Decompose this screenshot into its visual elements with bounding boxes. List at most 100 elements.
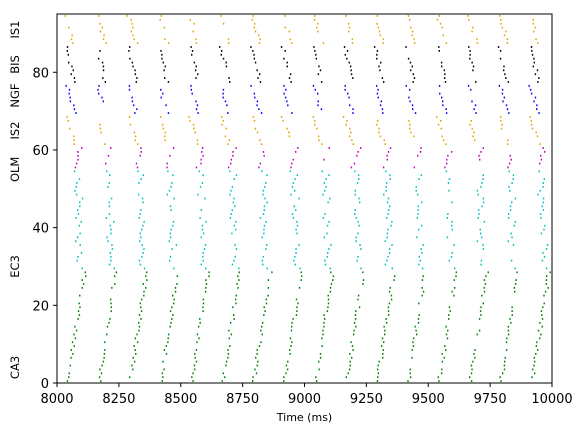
spike-ngf xyxy=(260,112,263,114)
spike-ca3 xyxy=(197,325,200,328)
spike-is1 xyxy=(253,26,256,29)
spike-olm xyxy=(195,166,198,169)
spike-ca3 xyxy=(478,318,481,320)
spike-ngf xyxy=(445,108,447,111)
spike-ca3 xyxy=(75,329,78,332)
spike-ec3 xyxy=(171,248,173,250)
spike-ec3 xyxy=(543,228,545,231)
spike-olm xyxy=(417,154,419,157)
spike-ec3 xyxy=(142,174,145,177)
spike-bis xyxy=(538,77,540,79)
spike-is2 xyxy=(471,127,473,130)
spike-ca3 xyxy=(289,352,291,355)
spike-ngf xyxy=(445,112,448,114)
spike-is2 xyxy=(500,119,502,122)
spike-ec3 xyxy=(265,220,267,223)
spike-ec3 xyxy=(262,263,264,266)
spike-ec3 xyxy=(292,182,295,184)
spike-ca3 xyxy=(543,294,545,297)
spike-ca3 xyxy=(82,283,85,285)
spike-bis xyxy=(66,50,69,52)
spike-olm xyxy=(543,150,546,153)
spike-ec3 xyxy=(477,217,480,219)
spike-ca3 xyxy=(176,275,179,278)
spike-olm xyxy=(482,147,484,149)
spike-ca3 xyxy=(167,337,169,340)
spike-bis xyxy=(382,81,385,83)
spike-ec3 xyxy=(137,193,140,196)
spike-bis xyxy=(531,50,533,52)
spike-ca3 xyxy=(541,314,543,316)
spike-is2 xyxy=(288,135,291,138)
spike-bis xyxy=(350,69,352,72)
spike-is1 xyxy=(535,38,537,41)
spike-is1 xyxy=(506,38,509,41)
spike-ec3 xyxy=(384,263,387,266)
spike-ec3 xyxy=(330,244,332,247)
spike-ca3 xyxy=(208,275,210,278)
spike-ec3 xyxy=(202,259,205,262)
spike-ngf xyxy=(473,108,475,111)
spike-ngf xyxy=(97,88,99,91)
spike-ca3 xyxy=(255,356,257,359)
spike-ngf xyxy=(409,100,411,103)
spike-ngf xyxy=(134,112,136,114)
spike-is2 xyxy=(473,131,475,134)
spike-ca3 xyxy=(68,372,70,375)
spike-ca3 xyxy=(386,321,388,324)
spike-ngf xyxy=(190,88,193,91)
spike-is1 xyxy=(316,30,319,33)
spike-is2 xyxy=(345,123,347,126)
spike-ca3 xyxy=(165,352,168,355)
spike-is2 xyxy=(500,127,503,130)
spike-ca3 xyxy=(236,283,238,285)
spike-ngf xyxy=(470,88,472,91)
spike-is2 xyxy=(469,123,471,126)
spike-ca3 xyxy=(472,360,474,363)
spike-ca3 xyxy=(533,356,536,359)
spike-ca3 xyxy=(195,349,198,351)
spike-ca3 xyxy=(445,333,448,336)
spike-bis xyxy=(225,65,228,68)
spike-ec3 xyxy=(476,189,479,192)
spike-ec3 xyxy=(355,217,357,219)
spike-ca3 xyxy=(114,283,116,285)
spike-ca3 xyxy=(261,333,263,336)
spike-ngf xyxy=(411,104,414,107)
spike-ec3 xyxy=(112,220,115,223)
spike-ca3 xyxy=(192,372,194,375)
spike-is1 xyxy=(289,38,291,41)
spike-bis xyxy=(315,53,317,56)
spike-bis xyxy=(379,69,381,72)
spike-bis xyxy=(438,50,440,52)
spike-is1 xyxy=(537,42,539,45)
spike-ca3 xyxy=(196,341,198,344)
spike-ngf xyxy=(441,100,444,103)
spike-is2 xyxy=(256,131,259,134)
spike-olm xyxy=(295,150,297,153)
spike-ngf xyxy=(320,108,323,111)
spike-ec3 xyxy=(235,228,237,231)
spike-is2 xyxy=(317,135,320,138)
spike-ec3 xyxy=(329,197,331,200)
spike-bis xyxy=(136,77,138,79)
spike-ca3 xyxy=(390,298,393,301)
spike-ca3 xyxy=(265,298,267,301)
spike-ngf xyxy=(529,88,532,91)
spike-ec3 xyxy=(262,255,265,258)
spike-ca3 xyxy=(145,286,147,289)
spike-is2 xyxy=(378,127,380,130)
spike-ec3 xyxy=(263,224,266,227)
spike-ca3 xyxy=(353,321,356,324)
spike-ec3 xyxy=(202,255,204,258)
spike-ca3 xyxy=(255,372,258,375)
spike-ca3 xyxy=(417,321,420,324)
spike-bis xyxy=(504,73,506,76)
spike-ca3 xyxy=(238,271,241,274)
spike-ec3 xyxy=(230,189,232,192)
spike-bis xyxy=(507,81,510,83)
spike-ca3 xyxy=(172,294,174,297)
spike-ngf xyxy=(411,108,414,111)
spike-ec3 xyxy=(138,240,141,243)
spike-ca3 xyxy=(205,279,207,281)
